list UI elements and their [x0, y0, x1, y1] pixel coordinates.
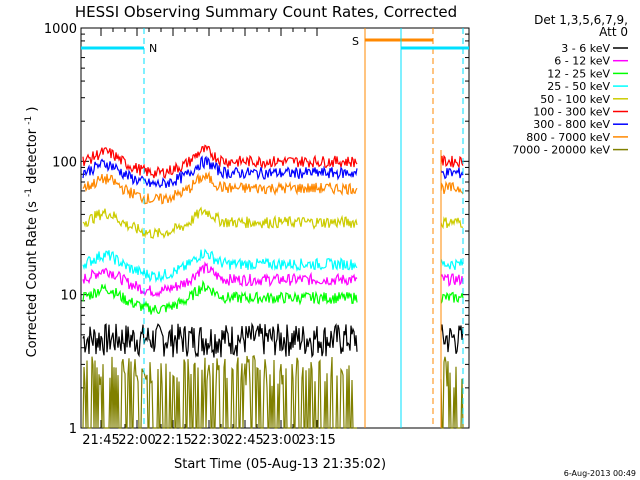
series-line: [440, 356, 464, 429]
series-line: [82, 170, 358, 205]
y-tick-label: 1000: [44, 22, 77, 37]
legend-item-label: 50 - 100 keV: [540, 93, 610, 106]
x-tick-label: 21:45: [82, 433, 119, 448]
series-line: [82, 322, 358, 359]
y-axis-label-sup1: -1: [24, 188, 34, 197]
y-axis-label-mid: detector: [25, 128, 40, 184]
legend-header-line1: Det 1,3,5,6,7,9,: [534, 13, 628, 27]
x-tick-label: 23:15: [298, 433, 335, 448]
y-axis-label-sup2: -1: [24, 116, 34, 125]
night-label: N: [149, 42, 157, 55]
series-line: [82, 248, 358, 284]
series-line: [82, 206, 358, 240]
series-line: [440, 216, 464, 230]
legend-item-label: 100 - 300 keV: [533, 106, 610, 119]
legend-item-label: 3 - 6 keV: [561, 42, 610, 55]
y-axis-label-end: ): [25, 107, 40, 112]
legend-item-label: 300 - 800 keV: [533, 118, 610, 131]
y-tick-labels: 1 10 100 1000: [44, 22, 77, 437]
saa-label: S: [352, 35, 359, 48]
legend-item-label: 800 - 7000 keV: [526, 131, 610, 144]
series-line: [440, 291, 464, 304]
series-line: [82, 155, 358, 189]
series-line: [82, 144, 358, 179]
y-tick-label: 100: [52, 155, 77, 170]
chart-title: HESSI Observing Summary Count Rates, Cor…: [75, 3, 457, 21]
series-line: [440, 154, 464, 169]
legend-item-label: 6 - 12 keV: [554, 55, 610, 68]
legend-item-label: 7000 - 20000 keV: [512, 144, 610, 157]
y-tick-label: 10: [60, 289, 77, 304]
annotation-layer: NS: [81, 28, 469, 428]
series-line: [82, 355, 357, 429]
y-axis-label: Corrected Count Rate (s -1 detector -1 ): [20, 107, 40, 358]
x-axis-label: Start Time (05-Aug-13 21:35:02): [174, 457, 386, 472]
y-tick-label: 1: [69, 422, 77, 437]
series-line: [440, 167, 464, 180]
legend-item-label: 12 - 25 keV: [547, 67, 610, 80]
x-tick-label: 22:30: [190, 433, 227, 448]
x-tick-label: 23:00: [262, 433, 299, 448]
x-tick-label: 22:15: [154, 433, 191, 448]
series-line: [82, 279, 358, 315]
series-layer: [82, 144, 464, 429]
footer-date: 6-Aug-2013 00:49: [564, 469, 636, 478]
y-axis-label-main: Corrected Count Rate (s: [25, 201, 40, 358]
series-line: [82, 261, 358, 298]
legend-item-label: 25 - 50 keV: [547, 80, 610, 93]
series-line: [440, 273, 464, 287]
x-tick-label: 22:00: [118, 433, 155, 448]
series-line: [440, 324, 464, 354]
x-tick-label: 22:45: [226, 433, 263, 448]
series-line: [440, 258, 464, 270]
series-line: [440, 180, 464, 195]
legend-header-line2: Att 0: [599, 25, 628, 39]
